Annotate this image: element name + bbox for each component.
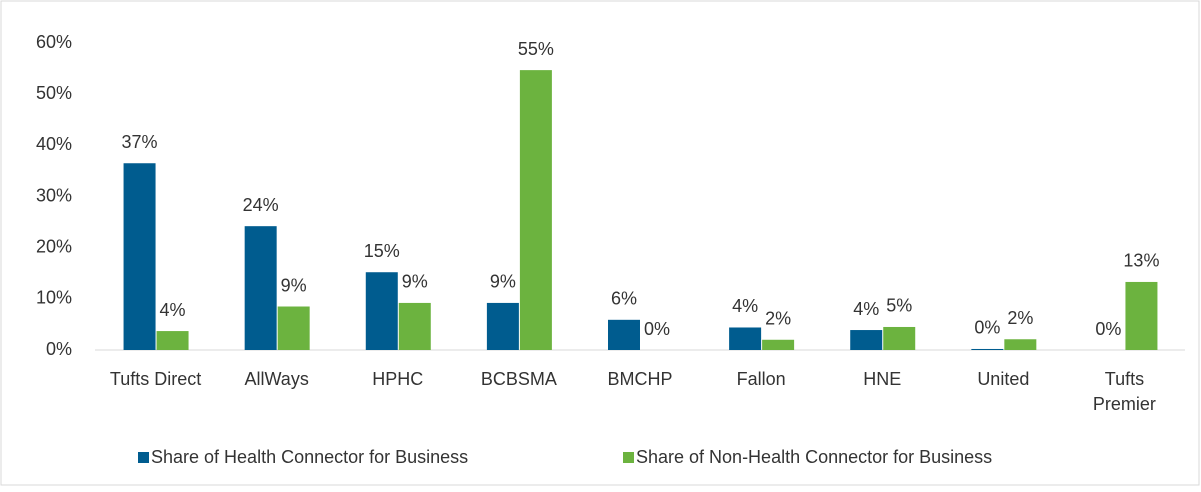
x-tick-label: HPHC bbox=[372, 369, 423, 389]
bar bbox=[850, 330, 883, 350]
data-label: 9% bbox=[402, 272, 428, 292]
x-tick-label: Tufts Direct bbox=[110, 369, 201, 389]
x-tick-label: AllWays bbox=[244, 369, 308, 389]
data-label: 6% bbox=[611, 289, 637, 309]
legend-swatch bbox=[138, 452, 149, 463]
data-label: 13% bbox=[1123, 251, 1159, 271]
legend-label: Share of Non-Health Connector for Busine… bbox=[636, 447, 992, 467]
data-label: 2% bbox=[1007, 308, 1033, 328]
bar bbox=[123, 163, 156, 350]
data-label: 9% bbox=[281, 275, 307, 295]
x-tick-label: Tufts Premier bbox=[1093, 369, 1156, 414]
bar bbox=[156, 331, 189, 350]
bar bbox=[971, 348, 1004, 350]
bar bbox=[244, 226, 277, 350]
bar bbox=[1004, 339, 1037, 350]
x-tick-label: BCBSMA bbox=[481, 369, 557, 389]
bar bbox=[608, 319, 640, 350]
bar bbox=[365, 272, 398, 350]
bar bbox=[398, 302, 431, 350]
y-tick-label: 60% bbox=[36, 32, 72, 52]
bar bbox=[1125, 281, 1158, 350]
x-tick-label: BMCHP bbox=[607, 369, 672, 389]
y-tick-label: 0% bbox=[46, 339, 72, 359]
y-tick-label: 10% bbox=[36, 288, 72, 308]
y-tick-label: 20% bbox=[36, 236, 72, 256]
y-tick-label: 50% bbox=[36, 83, 72, 103]
data-label: 4% bbox=[853, 299, 879, 319]
y-tick-label: 40% bbox=[36, 134, 72, 154]
data-label: 0% bbox=[1095, 319, 1121, 339]
y-tick-label: 30% bbox=[36, 185, 72, 205]
data-label: 9% bbox=[490, 272, 516, 292]
data-label: 4% bbox=[732, 296, 758, 316]
data-label: 0% bbox=[974, 318, 1000, 338]
data-label: 4% bbox=[160, 300, 186, 320]
x-tick-label: United bbox=[977, 369, 1029, 389]
bar bbox=[762, 339, 795, 350]
data-label: 15% bbox=[364, 241, 400, 261]
data-label: 55% bbox=[518, 39, 554, 59]
legend-swatch bbox=[623, 452, 634, 463]
data-label: 0% bbox=[644, 319, 670, 339]
data-label: 37% bbox=[122, 132, 158, 152]
bar bbox=[729, 327, 762, 350]
data-label: 2% bbox=[765, 309, 791, 329]
x-tick-label: HNE bbox=[863, 369, 901, 389]
bar bbox=[486, 302, 519, 350]
bar bbox=[519, 70, 552, 350]
x-tick-label: Fallon bbox=[737, 369, 786, 389]
bar bbox=[277, 306, 310, 350]
legend-label: Share of Health Connector for Business bbox=[151, 447, 468, 467]
data-label: 24% bbox=[243, 195, 279, 215]
data-label: 5% bbox=[886, 296, 912, 316]
bar bbox=[883, 326, 916, 350]
